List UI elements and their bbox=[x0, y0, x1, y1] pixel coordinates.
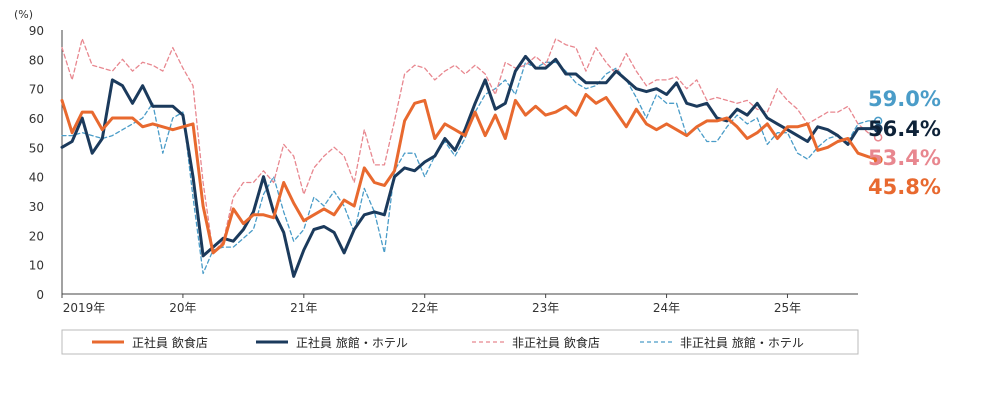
series-line-1 bbox=[60, 93, 880, 255]
y-tick-label: 90 bbox=[29, 24, 44, 38]
legend-label-2: 正社員 旅館・ホテル bbox=[296, 335, 408, 350]
legend-label-3: 非正社員 飲食店 bbox=[512, 335, 600, 350]
y-tick-label: 60 bbox=[29, 112, 44, 126]
end-value-label: 45.8% bbox=[868, 175, 941, 199]
series-lines bbox=[60, 38, 883, 278]
x-tick-label: 22年 bbox=[411, 301, 438, 315]
x-tick-label: 25年 bbox=[774, 301, 801, 315]
end-value-label: 53.4% bbox=[868, 146, 941, 170]
y-tick-label: 50 bbox=[29, 141, 44, 155]
end-labels: 59.0% 56.4% 53.4% 45.8% bbox=[868, 87, 941, 199]
legend-label-4: 非正社員 旅館・ホテル bbox=[680, 335, 804, 350]
end-value-label: 56.4% bbox=[868, 117, 941, 141]
y-axis: (%) 0 10 20 30 40 50 60 70 80 90 bbox=[14, 8, 63, 302]
series-end-marker-2 bbox=[873, 124, 883, 134]
legend-box bbox=[61, 329, 859, 355]
legend: 正社員 飲食店 正社員 旅館・ホテル 非正社員 飲食店 非正社員 旅館・ホテル bbox=[61, 329, 859, 355]
series-line-2 bbox=[60, 54, 880, 278]
y-tick-label: 40 bbox=[29, 171, 44, 185]
series-end-marker-1 bbox=[873, 155, 883, 165]
series-end-marker-3 bbox=[873, 133, 883, 142]
y-tick-label: 10 bbox=[29, 259, 44, 273]
y-tick-label: 80 bbox=[29, 53, 44, 67]
y-tick-label: 30 bbox=[29, 200, 44, 214]
y-tick-label: 70 bbox=[29, 83, 44, 97]
series-line-4 bbox=[61, 61, 879, 275]
series-line-3 bbox=[61, 38, 879, 254]
x-tick-label: 2019年 bbox=[63, 301, 106, 315]
x-tick-label: 23年 bbox=[532, 301, 559, 315]
x-tick-label: 20年 bbox=[169, 301, 196, 315]
y-tick-label: 0 bbox=[36, 288, 44, 302]
x-tick-label: 21年 bbox=[290, 301, 317, 315]
y-tick-label: 20 bbox=[29, 229, 44, 243]
legend-label-1: 正社員 飲食店 bbox=[132, 335, 208, 350]
y-axis-unit: (%) bbox=[14, 8, 33, 21]
end-value-label: 59.0% bbox=[868, 87, 941, 111]
x-tick-label: 24年 bbox=[653, 301, 680, 315]
x-axis: 2019年 20年 21年 22年 23年 24年 25年 bbox=[61, 293, 858, 315]
